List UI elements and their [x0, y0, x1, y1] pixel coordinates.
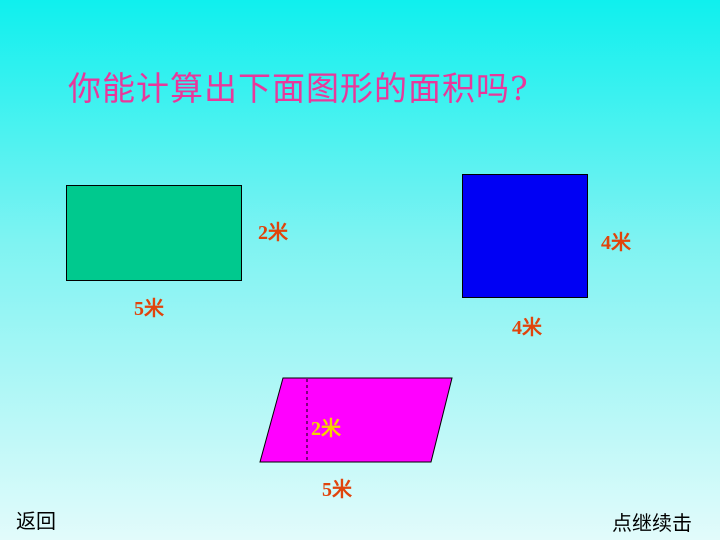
rectangle-height-label: 2米 [258, 222, 288, 244]
square-height-label: 4米 [601, 232, 631, 254]
slide-title: 你能计算出下面图形的面积吗? [68, 69, 529, 108]
square-shape [462, 174, 588, 298]
continue-button[interactable]: 点继续击 [612, 511, 692, 535]
parallelogram-base-label: 5米 [322, 479, 352, 501]
square-width-label: 4米 [512, 317, 542, 339]
back-button[interactable]: 返回 [16, 509, 56, 533]
parallelogram-height-label: 2米 [311, 418, 341, 440]
rectangle-shape [66, 185, 242, 281]
parallelogram-shape [259, 377, 453, 463]
rectangle-width-label: 5米 [134, 298, 164, 320]
